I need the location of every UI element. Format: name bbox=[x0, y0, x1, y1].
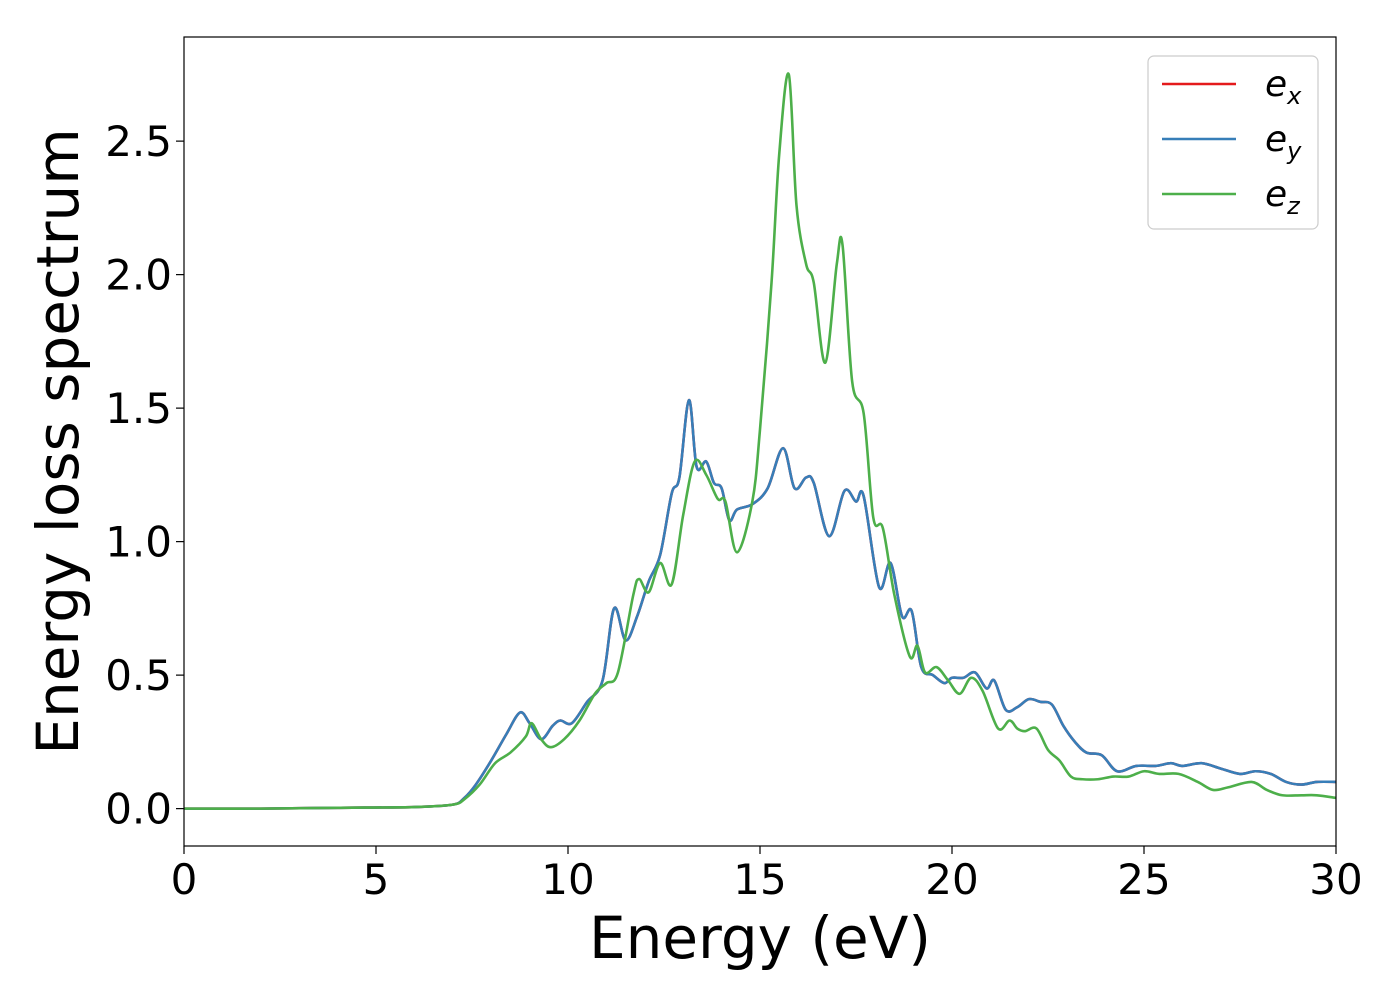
legend-label-y: ey bbox=[1265, 119, 1302, 165]
x-axis-title: Energy (eV) bbox=[589, 904, 931, 972]
x-tick-label: 0 bbox=[171, 855, 198, 904]
series-line-y bbox=[184, 398, 1336, 810]
y-tick-label: 1.5 bbox=[105, 384, 172, 433]
x-tick-label: 10 bbox=[541, 855, 594, 904]
y-axis-title: Energy loss spectrum bbox=[24, 128, 92, 754]
x-tick-label: 5 bbox=[363, 855, 390, 904]
legend-label-x: ex bbox=[1265, 64, 1302, 110]
x-axis: 0 5 10 15 20 25 30 bbox=[171, 846, 1363, 904]
x-tick-label: 15 bbox=[733, 855, 786, 904]
legend-label-z: ez bbox=[1265, 174, 1301, 220]
series-layer bbox=[184, 72, 1336, 810]
y-tick-label: 0.5 bbox=[105, 651, 172, 700]
series-line-z bbox=[184, 72, 1336, 810]
y-tick-label: 2.5 bbox=[105, 117, 172, 166]
x-tick-label: 30 bbox=[1309, 855, 1362, 904]
x-tick-label: 25 bbox=[1117, 855, 1170, 904]
legend-box bbox=[1147, 55, 1319, 230]
y-tick-label: 2.0 bbox=[105, 251, 172, 300]
y-tick-label: 1.0 bbox=[105, 518, 172, 567]
x-tick-label: 20 bbox=[925, 855, 978, 904]
y-axis: 0.0 0.5 1.0 1.5 2.0 2.5 bbox=[105, 117, 184, 834]
legend: ex ey ez bbox=[1147, 55, 1319, 230]
y-tick-label: 0.0 bbox=[105, 785, 172, 834]
